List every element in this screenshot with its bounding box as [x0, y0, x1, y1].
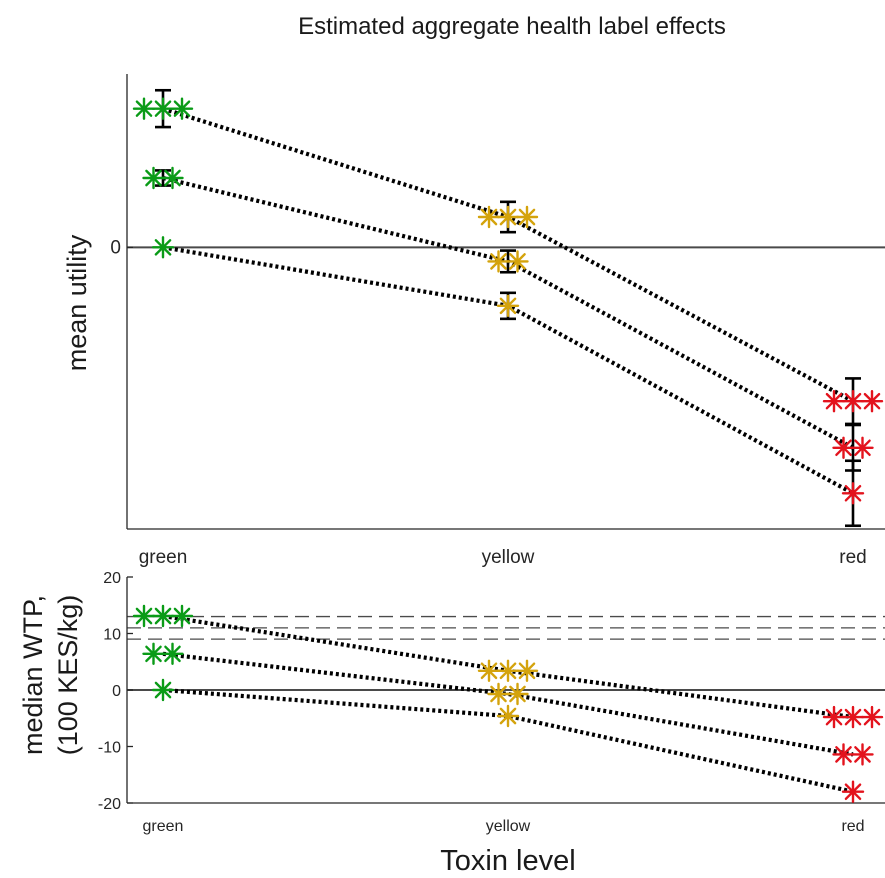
bottom-chart: -20 -10 0 10 20 green yellow red — [98, 570, 885, 835]
data-point-red — [841, 780, 865, 803]
data-point-green — [142, 166, 165, 190]
x-tick-label-yellow: yellow — [482, 547, 535, 568]
x-tick-label-red: red — [841, 818, 864, 835]
x-tick-label-yellow: yellow — [486, 818, 531, 835]
data-point-yellow — [496, 205, 520, 229]
data-point-red — [841, 390, 865, 413]
data-point-yellow — [506, 250, 529, 273]
data-point-yellow — [506, 682, 529, 706]
data-point-yellow — [496, 704, 520, 728]
y-tick-label: 0 — [112, 683, 121, 700]
data-point-green — [132, 97, 156, 120]
data-point-red — [822, 390, 846, 413]
x-tick-label-green: green — [139, 547, 188, 568]
top-y-axis-label: mean utility — [62, 234, 92, 371]
data-point-green — [170, 97, 194, 120]
y-tick-label: -10 — [98, 740, 121, 757]
bottom-x-axis-label: Toxin level — [440, 845, 575, 877]
data-point-yellow — [496, 294, 520, 317]
data-point-red — [841, 482, 865, 505]
data-point-green — [161, 166, 184, 190]
data-point-red — [860, 390, 884, 413]
data-point-yellow — [515, 205, 539, 229]
y-tick-label: 10 — [103, 627, 121, 644]
data-point-green — [170, 604, 194, 628]
bottom-y-axis-label-line2: (100 KES/kg) — [53, 595, 83, 756]
data-point-yellow — [515, 659, 539, 682]
data-point-yellow — [487, 682, 510, 706]
data-point-green — [151, 678, 175, 702]
data-point-red — [851, 743, 874, 766]
y-tick-label: 20 — [103, 570, 121, 587]
data-point-yellow — [487, 250, 510, 273]
series-line — [162, 687, 854, 794]
bottom-y-axis-label-line1: median WTP, — [18, 595, 48, 755]
y-tick-label: 0 — [110, 237, 121, 258]
data-point-green — [151, 97, 175, 120]
x-tick-label-red: red — [839, 547, 866, 568]
data-point-red — [832, 743, 855, 766]
data-point-yellow — [477, 205, 501, 229]
data-point-red — [860, 705, 884, 729]
data-point-red — [851, 436, 874, 459]
data-point-green — [132, 604, 156, 628]
y-tick-label: -20 — [98, 796, 121, 813]
data-point-green — [151, 604, 175, 628]
data-point-red — [832, 436, 855, 459]
data-point-yellow — [496, 659, 520, 682]
data-point-red — [841, 705, 865, 729]
series-line — [162, 651, 854, 757]
data-point-green — [142, 642, 165, 665]
x-tick-label-green: green — [143, 818, 184, 835]
top-chart: 0 green yellow red — [110, 74, 885, 568]
data-point-green — [151, 236, 175, 259]
data-point-red — [822, 705, 846, 729]
chart-title: Estimated aggregate health label effects — [298, 13, 726, 40]
data-point-yellow — [477, 659, 501, 682]
data-point-green — [161, 642, 184, 665]
